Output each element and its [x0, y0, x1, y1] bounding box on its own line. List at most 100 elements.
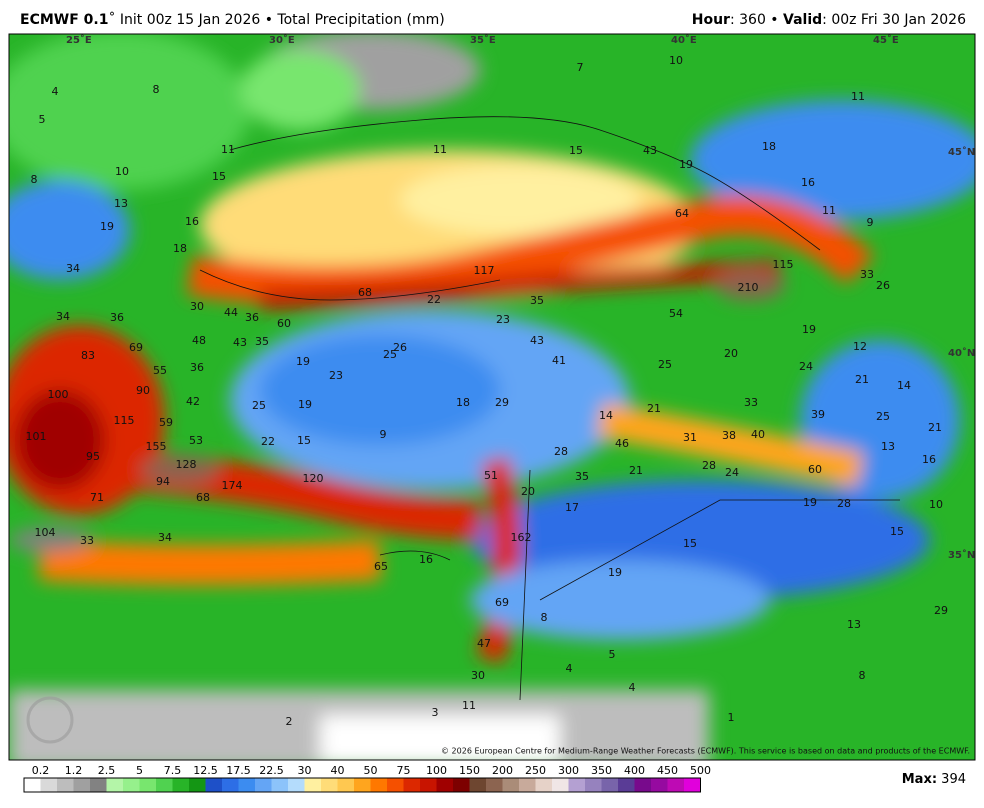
- legend-cell: [123, 778, 140, 792]
- map-label: 68: [196, 491, 210, 504]
- map-label: 64: [675, 207, 689, 220]
- map-label: 18: [762, 140, 776, 153]
- map-label: 18: [173, 242, 187, 255]
- map-label: 16: [185, 215, 199, 228]
- legend-cell: [684, 778, 701, 792]
- legend-cell: [667, 778, 684, 792]
- map-label: 30: [471, 669, 485, 682]
- legend-cell: [288, 778, 305, 792]
- legend-label: 100: [426, 764, 447, 777]
- legend-cell: [618, 778, 635, 792]
- legend-label: 200: [492, 764, 513, 777]
- map-label: 14: [897, 379, 911, 392]
- map-label: 46: [615, 437, 629, 450]
- legend-cell: [40, 778, 57, 792]
- header-left: ECMWF 0.1˚ Init 00z 15 Jan 2026 • Total …: [20, 12, 445, 28]
- map-label: 69: [495, 596, 509, 609]
- map-label: 60: [808, 463, 822, 476]
- map-label: 13: [881, 440, 895, 453]
- header-right: Hour: 360 • Valid: 00z Fri 30 Jan 2026: [692, 12, 966, 28]
- map-label: 95: [86, 450, 100, 463]
- init: ˚ Init 00z 15 Jan 2026 • Total Precipita…: [108, 12, 445, 28]
- map-label: 8: [859, 669, 866, 682]
- map-label: 4: [566, 662, 573, 675]
- map-label: 33: [80, 534, 94, 547]
- legend-label: 17.5: [226, 764, 251, 777]
- legend-label: 40: [331, 764, 345, 777]
- hour-label: Hour: [691, 12, 730, 28]
- map-label: 94: [156, 475, 170, 488]
- legend-label: 22.5: [259, 764, 284, 777]
- map-label: 20: [724, 347, 738, 360]
- map-label: 29: [934, 604, 948, 617]
- legend-label: 75: [397, 764, 411, 777]
- legend-cell: [321, 778, 338, 792]
- copyright: © 2026 European Centre for Medium-Range …: [441, 747, 970, 756]
- map-label: 15: [569, 144, 583, 157]
- legend-cell: [271, 778, 288, 792]
- map-label: 34: [66, 262, 80, 275]
- map-label: 2: [286, 715, 293, 728]
- map-label: 21: [855, 373, 869, 386]
- map-label: 83: [81, 349, 95, 362]
- legend-cell: [156, 778, 173, 792]
- map-label: 12: [853, 340, 867, 353]
- map-label: 8: [31, 173, 38, 186]
- map-label: 43: [643, 144, 657, 157]
- legend-label: 50: [364, 764, 378, 777]
- map-label: 5: [39, 113, 46, 126]
- grid-label: 40˚E: [671, 34, 697, 46]
- legend-label: 2.5: [98, 764, 116, 777]
- map-label: 25: [252, 399, 266, 412]
- map-label: 23: [329, 369, 343, 382]
- map-label: 53: [189, 434, 203, 447]
- map-label: 21: [629, 464, 643, 477]
- model: ECMWF 0.1: [20, 12, 109, 28]
- map-label: 36: [245, 311, 259, 324]
- map-label: 10: [115, 165, 129, 178]
- legend-cell: [486, 778, 503, 792]
- legend-cell: [172, 778, 189, 792]
- legend-label: 0.2: [32, 764, 50, 777]
- map-label: 16: [801, 176, 815, 189]
- map-label: 117: [474, 264, 495, 277]
- map-label: 36: [110, 311, 124, 324]
- legend-cell: [57, 778, 74, 792]
- map-label: 25: [658, 358, 672, 371]
- map-label: 5: [609, 648, 616, 661]
- map-label: 69: [129, 341, 143, 354]
- map-label: 21: [928, 421, 942, 434]
- legend-label: 300: [558, 764, 579, 777]
- legend-cell: [387, 778, 404, 792]
- map-label: 115: [114, 414, 135, 427]
- map-label: 9: [380, 428, 387, 441]
- legend-cell: [502, 778, 519, 792]
- legend-label: 7.5: [164, 764, 182, 777]
- map-label: 210: [738, 281, 759, 294]
- map-label: 23: [496, 313, 510, 326]
- legend-cell: [90, 778, 107, 792]
- map-label: 30: [190, 300, 204, 313]
- legend-label: 1.2: [65, 764, 83, 777]
- legend-cell: [651, 778, 668, 792]
- map-label: 34: [158, 531, 172, 544]
- legend-cell: [601, 778, 618, 792]
- map-label: 33: [860, 268, 874, 281]
- legend-cell: [304, 778, 321, 792]
- max-label: Max:: [901, 772, 938, 787]
- borders: [199, 116, 900, 701]
- legend-label: 400: [624, 764, 645, 777]
- map-label: 162: [511, 531, 532, 544]
- map-label: 65: [374, 560, 388, 573]
- grid-label: 30˚E: [269, 34, 295, 46]
- map-label: 31: [683, 431, 697, 444]
- map-label: 7: [577, 61, 584, 74]
- grid-label: 35˚N: [948, 549, 975, 561]
- map-label: 19: [802, 323, 816, 336]
- map-label: 48: [192, 334, 206, 347]
- legend-frame: [23, 777, 701, 793]
- precip-field: [9, 34, 975, 760]
- map-label: 59: [159, 416, 173, 429]
- map-label: 16: [419, 553, 433, 566]
- legend-cell: [568, 778, 585, 792]
